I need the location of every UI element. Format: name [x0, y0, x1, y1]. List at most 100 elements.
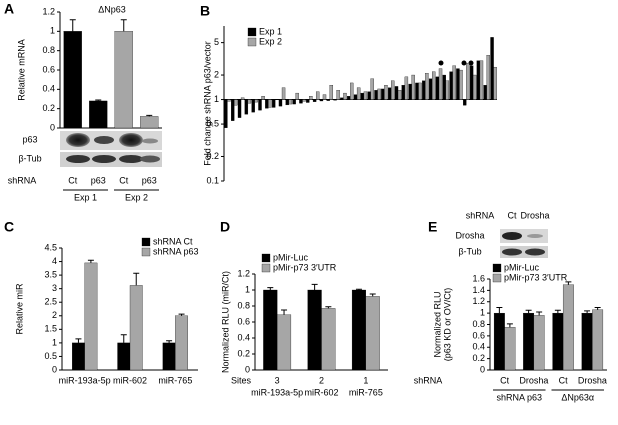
bar	[268, 99, 272, 108]
x-tick-label: Ct	[500, 375, 509, 385]
bar	[432, 71, 436, 100]
error-bar	[178, 313, 185, 316]
legend-label: Exp 2	[259, 36, 282, 46]
highlight-dot	[461, 60, 467, 66]
x-tick-label: miR-602	[304, 387, 338, 397]
legend-swatch	[247, 27, 257, 37]
bar	[117, 342, 131, 371]
bar	[483, 85, 487, 100]
legend-label: pMir-Luc	[273, 252, 309, 262]
blot-band	[502, 248, 522, 256]
bar	[351, 289, 366, 371]
bar	[322, 94, 327, 100]
x-tick-label: Drosha	[578, 375, 607, 385]
bar	[140, 116, 159, 129]
bar	[281, 87, 286, 100]
y-tick-label: 2.5	[44, 297, 57, 307]
bar	[353, 94, 358, 100]
error-bar	[554, 309, 561, 314]
bar	[391, 80, 395, 100]
error-bar	[594, 306, 601, 310]
error-bar	[87, 259, 94, 263]
bar	[261, 96, 265, 100]
panel-letter: C	[4, 219, 14, 235]
blot-header: shRNA	[466, 210, 495, 220]
legend-label: Exp 1	[259, 26, 282, 36]
blot-band	[525, 248, 545, 256]
legend-label: shRNA Ct	[153, 236, 193, 246]
error-bar	[311, 283, 318, 290]
x-tick-label: Ct	[68, 175, 77, 185]
y-tick-label: 4	[52, 256, 57, 266]
y-axis-label: Relative miR	[14, 283, 24, 335]
legend-swatch	[261, 263, 271, 273]
y-tick-label: 0.2	[42, 103, 55, 113]
bar	[504, 327, 516, 371]
panel-letter: A	[4, 1, 14, 17]
bar	[247, 99, 252, 104]
blot-band	[92, 155, 116, 163]
bar	[254, 99, 258, 103]
sites-value: 2	[319, 375, 324, 385]
bar	[397, 90, 402, 100]
bar	[224, 99, 228, 128]
bar	[442, 74, 446, 100]
x-tick-label: miR-765	[349, 387, 383, 397]
x-tick-label: Ct	[559, 375, 568, 385]
y-axis-label: Fold change shRNA p63/vector	[202, 41, 212, 166]
bar	[472, 74, 477, 100]
blot-label: Drosha	[455, 230, 484, 240]
group-label: ΔNp63α	[561, 392, 594, 402]
bar	[360, 92, 365, 100]
bar	[374, 90, 378, 100]
legend-swatch	[141, 237, 151, 247]
blot-band	[119, 133, 143, 147]
bar	[175, 315, 188, 371]
bar	[493, 66, 497, 100]
legend-label: shRNA p63	[153, 246, 199, 256]
y-tick-label: 0	[52, 364, 57, 374]
bar	[592, 309, 604, 371]
bar	[466, 62, 470, 100]
y-tick-label: 3	[52, 283, 57, 293]
error-bar	[536, 311, 543, 316]
error-bar	[565, 281, 572, 285]
bar	[445, 80, 450, 100]
bar	[490, 37, 494, 100]
bar	[277, 314, 292, 371]
y-tick-label: 0	[480, 364, 485, 374]
error-bar	[281, 309, 288, 315]
bar	[435, 76, 440, 100]
bar	[365, 296, 380, 371]
bar	[425, 73, 429, 100]
y-tick-label: 1	[52, 337, 57, 347]
y-tick-label: 0.2	[237, 348, 250, 358]
y-tick-label: 0.4	[237, 332, 250, 342]
bar	[381, 88, 385, 100]
bar	[278, 99, 283, 107]
x-tick-label: Drosha	[519, 375, 548, 385]
bar	[356, 87, 361, 100]
bar	[271, 99, 276, 108]
y-tick-label: 1.2	[237, 268, 250, 278]
y-tick-label: 2	[214, 69, 219, 79]
highlight-dot	[468, 60, 474, 66]
blot-lane: Ct	[508, 210, 517, 220]
blot-band	[66, 133, 90, 147]
bar	[523, 312, 535, 371]
bar	[562, 284, 574, 371]
bar	[309, 96, 313, 100]
error-bar	[584, 310, 591, 314]
group-label: Exp 1	[74, 192, 97, 202]
x-tick-label: p63	[91, 175, 106, 185]
highlight-dot	[438, 60, 444, 66]
y-tick-label: 0.1	[206, 175, 219, 185]
error-bar	[75, 338, 82, 343]
bar	[285, 99, 289, 106]
bar	[84, 262, 98, 371]
bar	[227, 99, 231, 102]
y-tick-label: 0.6	[472, 330, 485, 340]
error-bar	[506, 323, 513, 328]
y-tick-label: 0.8	[472, 319, 485, 329]
